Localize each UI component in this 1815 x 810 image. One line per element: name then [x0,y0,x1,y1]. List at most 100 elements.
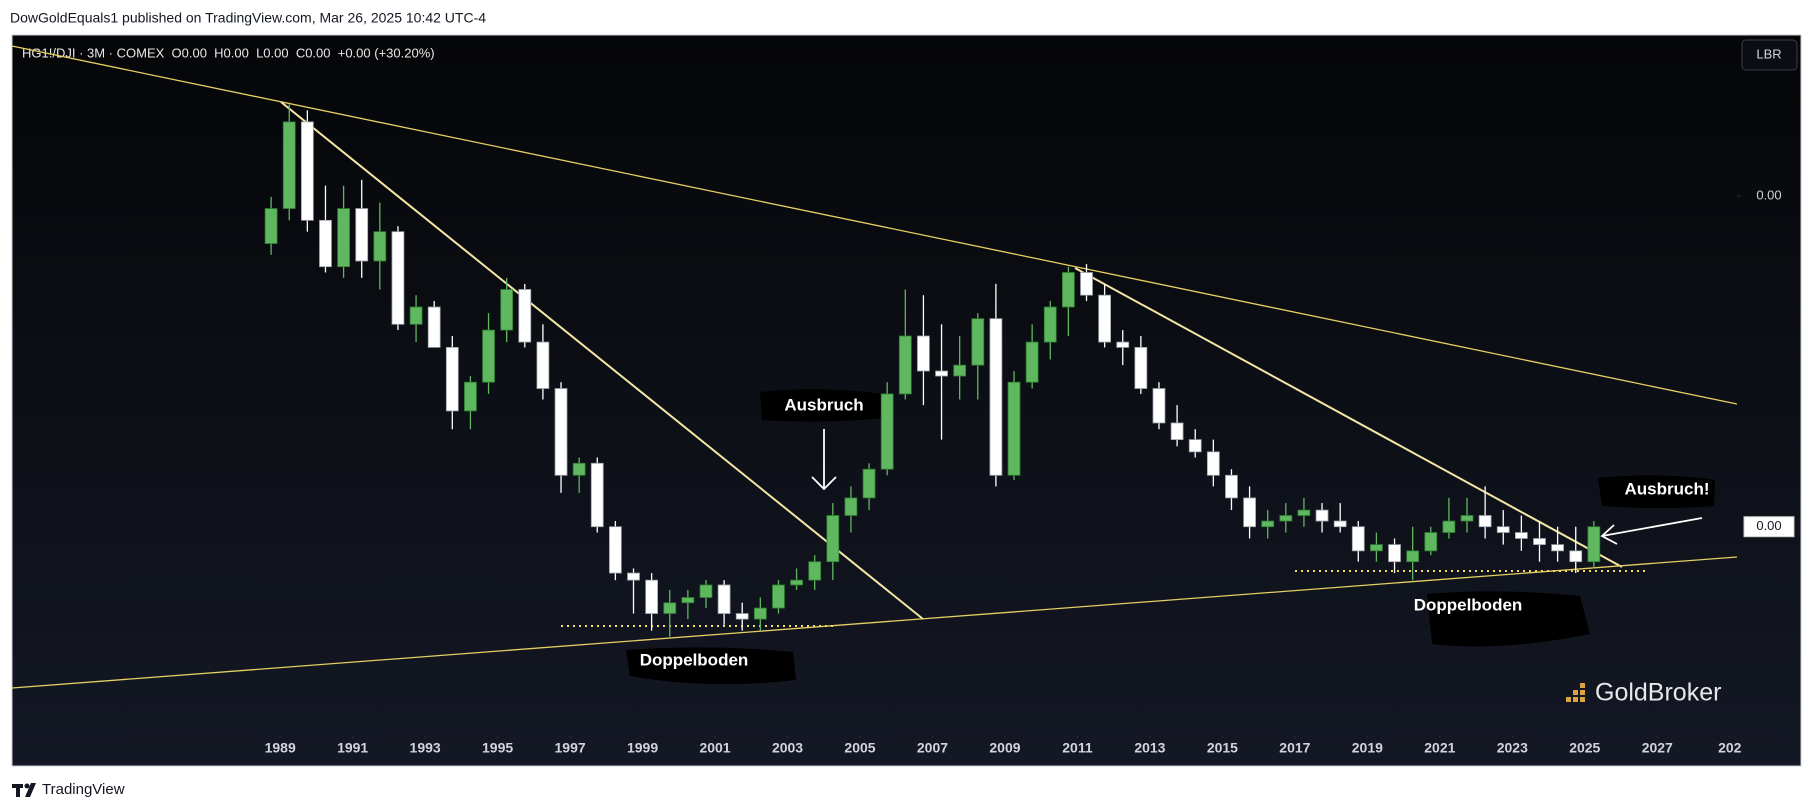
candle-body [1225,474,1238,499]
candle-body [1152,388,1166,424]
last-price-box [1743,516,1795,538]
candle-body [1170,422,1184,441]
candle-body [917,335,930,372]
x-tick-label: 1999 [627,740,658,756]
candle-body [1007,381,1021,476]
candle-body [1098,294,1112,343]
candle-body [935,370,948,377]
candle-body [844,497,858,516]
trend-line [1074,267,1623,568]
candle-body [264,208,278,244]
x-tick-label: 202 [1718,740,1742,756]
annotation-backdrop [626,647,796,685]
x-tick-label: 1997 [555,740,586,756]
x-tick-label: 1995 [482,740,513,756]
watermark-icon [1566,683,1585,702]
candle-body [880,393,894,470]
symbol-legend: HG1!/DJI · 3M · COMEX O0.00 H0.00 L0.00 … [22,45,435,60]
trend-line [11,45,1738,405]
x-tick-label: 2009 [989,740,1020,756]
candle-body [536,341,550,389]
candle-body [590,462,604,528]
candle-body [1062,272,1075,308]
candle-body [572,462,586,476]
annotation-backdrop [1598,475,1715,508]
candle-body [645,579,659,614]
candle-body [1261,520,1275,528]
chart-frame [11,34,1802,767]
candle-body [1442,520,1456,533]
candle-body [735,613,749,620]
candle-body [1279,515,1293,522]
annotation: Doppelboden [1414,595,1523,614]
candle-body [300,121,314,221]
candle-body [391,231,405,325]
candle-body [282,121,296,209]
candle-body [427,306,441,348]
candle-body [1569,550,1583,563]
x-tick-label: 2013 [1134,740,1165,756]
candle-body [898,335,912,395]
x-tick-label: 2001 [699,740,730,756]
candle-body [1243,497,1256,528]
trend-line [280,101,924,620]
candle-body [554,388,568,476]
candle-body [373,231,387,262]
candle-body [1406,550,1420,563]
x-tick-label: 1989 [265,740,296,756]
candle-body [1424,532,1438,552]
annotation-backdrop [1427,591,1590,647]
x-tick-label: 1991 [337,740,368,756]
candle-body [971,318,985,366]
candle-body [518,289,532,343]
candle-body [772,584,785,609]
candles [264,104,1601,637]
candle-body [862,468,876,499]
candle-body [1496,526,1510,533]
candle-body [717,584,731,614]
candle-body [482,329,495,383]
tv-logo [12,783,36,797]
candle-body [1370,544,1383,552]
candle-body [808,561,822,581]
candle-body [1587,526,1601,563]
candle-body [1478,515,1492,528]
scale-button-label[interactable]: LBR [1756,46,1781,61]
candle-body [681,597,695,604]
arrow [1600,517,1703,545]
candle-body [1116,341,1130,348]
arrow [811,429,837,491]
last-price-label: 0.00 [1756,518,1781,533]
candle-body [1206,451,1220,476]
watermark: GoldBroker [1595,679,1721,707]
x-tick-label: 2019 [1352,740,1383,756]
scale-button[interactable] [1741,39,1798,71]
candle-body [1514,532,1528,539]
candle-body [953,364,967,377]
candle-body [1460,515,1474,522]
x-tick-label: 1993 [410,740,441,756]
candle-body [1025,341,1039,383]
candle-body [627,572,640,581]
candle-body [319,219,332,268]
candle-body [355,208,369,262]
x-tick-label: 2015 [1207,740,1238,756]
x-tick-label: 2011 [1062,740,1093,756]
x-tick-label: 2025 [1569,740,1600,756]
annotation-backdrop [760,389,886,422]
candle-body [1351,526,1365,552]
x-tick-label: 2003 [772,740,803,756]
candle-body [663,602,677,614]
drawings [11,45,1738,689]
x-tick-label: 2023 [1497,740,1528,756]
annotation: Ausbruch! [1625,479,1710,498]
candle-body [464,381,477,412]
candle-body [1080,272,1093,296]
x-tick-label: 2005 [844,740,875,756]
candle-body [1333,520,1347,528]
annotation: Ausbruch [784,395,863,414]
support-line [11,556,1738,689]
y-tick-label: 0.00 [1756,187,1781,202]
candle-body [753,607,767,620]
